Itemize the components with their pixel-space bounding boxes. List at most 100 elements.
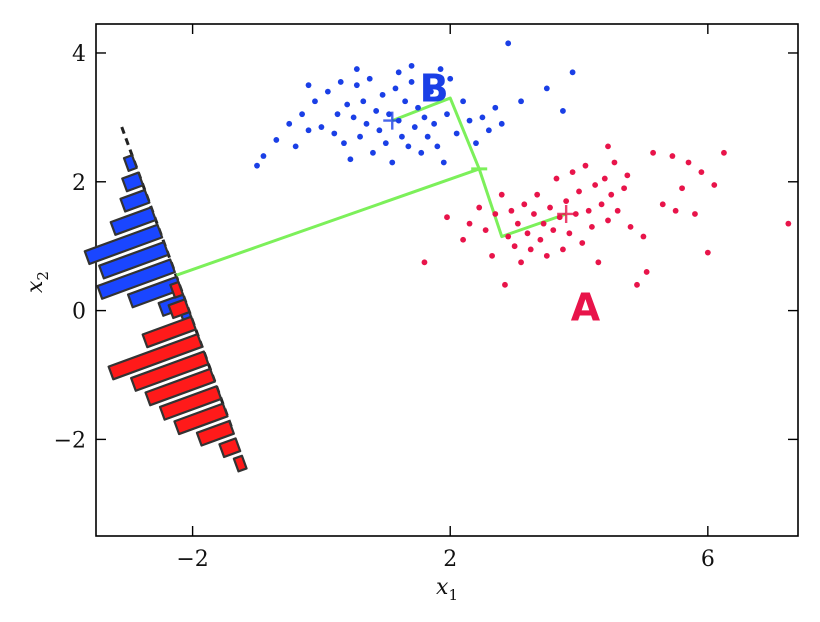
histogram-layer	[83, 154, 248, 473]
point-b	[305, 127, 312, 134]
point-b	[418, 149, 425, 156]
histogram-b-bar	[119, 188, 151, 213]
point-b	[363, 120, 370, 127]
point-b	[360, 98, 367, 105]
point-b	[395, 69, 402, 76]
point-a	[482, 227, 489, 233]
point-b	[347, 156, 354, 163]
axis-ticks: −2 2 6 4 2 0 −2	[54, 24, 798, 572]
point-b	[254, 162, 260, 169]
projection-lines	[176, 96, 567, 277]
point-a	[547, 204, 553, 211]
point-b	[460, 98, 467, 105]
point-a	[585, 207, 592, 214]
point-b	[498, 120, 505, 127]
point-a	[527, 246, 534, 253]
point-a	[466, 220, 473, 227]
point-a	[614, 207, 621, 214]
point-a	[563, 198, 570, 205]
point-b	[492, 104, 499, 111]
projection-line	[176, 167, 480, 277]
point-a	[592, 182, 599, 188]
point-b	[479, 114, 486, 121]
point-b	[386, 111, 392, 118]
point-a	[605, 143, 611, 150]
histogram-b-bar	[121, 171, 145, 193]
point-a	[679, 185, 685, 192]
point-a	[659, 201, 666, 208]
point-a	[514, 220, 521, 227]
y-axis-title: x2	[23, 271, 52, 293]
x-tick-label: 6	[701, 547, 715, 572]
point-b	[444, 111, 450, 118]
point-b	[427, 88, 434, 95]
y-tick-label: 0	[72, 300, 86, 325]
cluster-labels: BA	[420, 66, 601, 329]
point-a	[537, 236, 544, 243]
point-a	[669, 153, 676, 159]
point-a	[556, 214, 563, 221]
point-b	[350, 114, 357, 121]
point-b	[292, 143, 299, 150]
point-a	[704, 249, 711, 256]
point-a	[711, 182, 718, 188]
point-a	[531, 211, 537, 217]
point-a	[460, 236, 467, 243]
point-a	[589, 223, 595, 230]
point-a	[543, 252, 550, 259]
point-a	[540, 220, 547, 227]
point-b	[373, 108, 380, 114]
point-a	[524, 230, 531, 237]
point-b	[370, 149, 376, 156]
point-b	[299, 111, 305, 118]
point-b	[353, 66, 360, 72]
point-a	[643, 269, 650, 275]
histogram-a-bar	[141, 315, 197, 349]
x-tick-label: 2	[443, 547, 457, 572]
point-b	[379, 91, 386, 98]
point-b	[415, 104, 421, 111]
x-tick-label: −2	[176, 547, 208, 572]
histogram-a-bar	[232, 454, 248, 473]
point-b	[273, 137, 280, 143]
histogram-a-bar	[158, 385, 223, 421]
point-a	[550, 227, 557, 233]
point-b	[505, 40, 512, 47]
cluster-label-a: A	[571, 285, 601, 329]
point-a	[640, 233, 647, 240]
histogram-b-bar	[83, 223, 164, 266]
point-b	[341, 140, 347, 147]
scatter-points	[254, 40, 792, 288]
point-b	[286, 120, 293, 127]
point-a	[572, 211, 579, 217]
point-a	[560, 246, 566, 253]
point-a	[601, 175, 608, 182]
point-a	[582, 162, 589, 169]
point-b	[408, 79, 415, 85]
point-b	[437, 66, 444, 72]
point-a	[511, 243, 518, 250]
histogram-a-bar	[144, 367, 216, 407]
point-a	[627, 223, 634, 230]
point-b	[366, 75, 373, 82]
point-a	[605, 217, 611, 224]
histogram-b-bar	[96, 258, 176, 300]
point-b	[466, 117, 473, 124]
histogram-b-bar	[122, 154, 138, 172]
y-tick-label: 2	[72, 171, 86, 196]
point-b	[382, 140, 389, 147]
point-a	[624, 172, 631, 179]
histogram-b-bar	[109, 206, 157, 236]
point-a	[521, 201, 528, 208]
point-b	[402, 98, 409, 105]
point-b	[431, 120, 438, 127]
point-a	[621, 185, 628, 192]
point-a	[595, 259, 602, 266]
point-b	[485, 127, 492, 134]
point-a	[608, 191, 615, 198]
point-a	[566, 230, 573, 237]
point-a	[721, 149, 727, 156]
y-tick-label: −2	[54, 428, 86, 453]
x-axis-title: x1	[436, 575, 458, 604]
